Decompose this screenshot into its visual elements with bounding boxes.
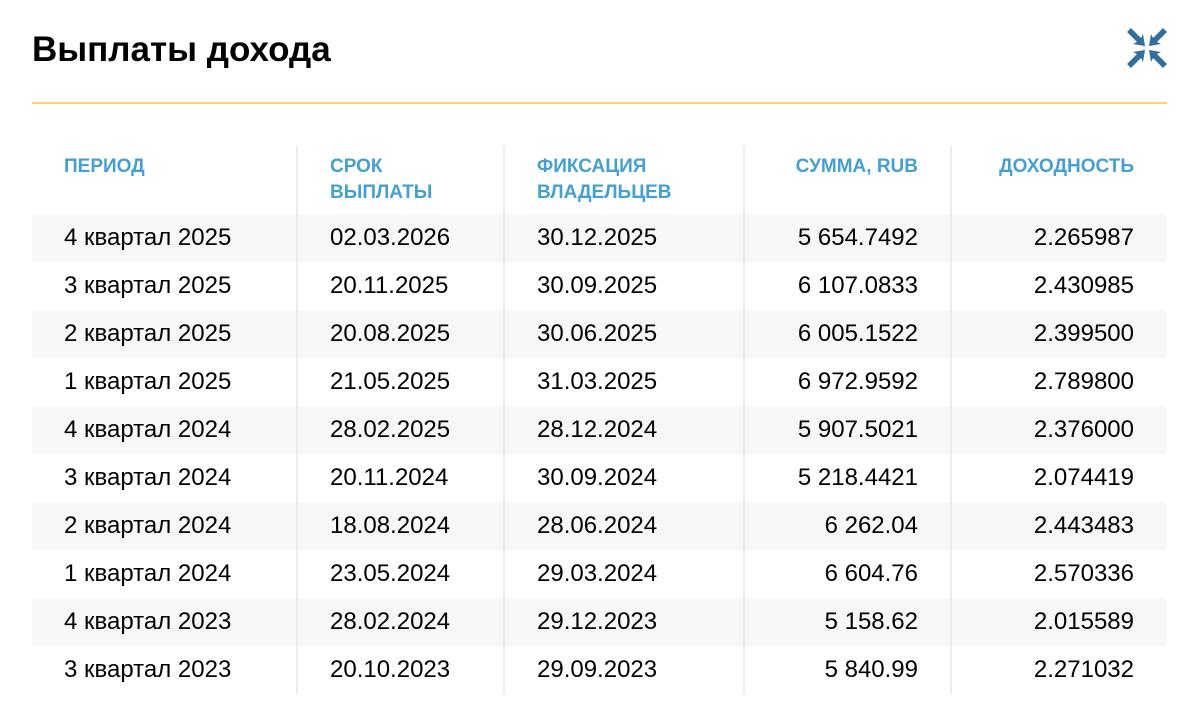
cell-amount: 6 604.76 — [744, 550, 952, 598]
table-row: 3 квартал 2025 20.11.2025 30.09.2025 6 107.… — [32, 262, 1166, 310]
payouts-table: ПЕРИОД СРОК ВЫПЛАТЫ ФИКСАЦИЯ ВЛАДЕЛЬЦЕВ … — [32, 146, 1166, 694]
table-row: 3 квартал 2024 20.11.2024 30.09.2024 5 218.… — [32, 454, 1166, 502]
cell-payment-date: 28.02.2024 — [297, 598, 505, 646]
table-row: 2 квартал 2024 18.08.2024 28.06.2024 6 262.… — [32, 502, 1166, 550]
cell-yield: 2.265987 — [951, 214, 1166, 262]
column-header-period[interactable]: ПЕРИОД — [32, 146, 298, 214]
cell-payment-date: 20.11.2024 — [297, 454, 505, 502]
page-title: Выплаты дохода — [32, 30, 331, 69]
cell-yield: 2.376000 — [951, 406, 1166, 454]
column-header-record-date[interactable]: ФИКСАЦИЯ ВЛАДЕЛЬЦЕВ — [504, 146, 745, 214]
cell-amount: 6 262.04 — [744, 502, 952, 550]
column-header-amount[interactable]: СУММА, RUB — [744, 146, 952, 214]
cell-period: 1 квартал 2025 — [32, 358, 298, 406]
cell-record-date: 28.12.2024 — [504, 406, 745, 454]
cell-yield: 2.430985 — [1033, 272, 1134, 299]
cell-record-date: 29.09.2023 — [504, 646, 745, 694]
cell-yield: 2.074419 — [1033, 464, 1134, 491]
table-row: 1 квартал 2024 23.05.2024 29.03.2024 6 604.… — [32, 550, 1166, 598]
cell-amount: 5 840.99 — [744, 646, 952, 694]
cell-record-date: 29.03.2024 — [504, 550, 745, 598]
cell-period: 3 квартал 2023 — [32, 646, 298, 694]
table-row: 1 квартал 2025 21.05.2025 31.03.2025 6 972.… — [32, 358, 1166, 406]
table-row: 2 квартал 2025 20.08.2025 30.06.2025 6 005.… — [32, 310, 1166, 358]
cell-record-date: 31.03.2025 — [504, 358, 745, 406]
table-row: 3 квартал 2023 20.10.2023 29.09.2023 5 840.… — [32, 646, 1166, 694]
cell-amount: 6 005.1522 — [744, 310, 952, 358]
cell-period: 3 квартал 2025 — [32, 262, 298, 310]
cell-amount: 6 107.0833 — [744, 262, 952, 310]
cell-record-date: 30.06.2025 — [504, 310, 745, 358]
cell-period: 4 квартал 2025 — [32, 214, 298, 262]
title-divider — [32, 102, 1167, 104]
cell-amount: 5 158.62 — [744, 598, 952, 646]
cell-yield: 2.443483 — [951, 502, 1166, 550]
cell-record-date: 30.09.2025 — [504, 262, 745, 310]
cell-payment-date: 28.02.2025 — [297, 406, 505, 454]
column-header-payment-date[interactable]: СРОК ВЫПЛАТЫ — [297, 146, 505, 214]
cell-amount: 5 218.4421 — [744, 454, 952, 502]
cell-period: 2 квартал 2025 — [32, 310, 298, 358]
cell-payment-date: 21.05.2025 — [297, 358, 505, 406]
cell-amount: 5 654.7492 — [744, 214, 952, 262]
table-header: ПЕРИОД СРОК ВЫПЛАТЫ ФИКСАЦИЯ ВЛАДЕЛЬЦЕВ … — [32, 146, 1166, 214]
table-row: 4 квартал 2024 28.02.2025 28.12.2024 5 907.… — [32, 406, 1166, 454]
cell-period: 3 квартал 2024 — [32, 454, 298, 502]
cell-yield: 2.789800 — [1033, 368, 1134, 395]
cell-payment-date: 20.10.2023 — [297, 646, 505, 694]
cell-record-date: 29.12.2023 — [504, 598, 745, 646]
cell-amount: 6 972.9592 — [744, 358, 952, 406]
cell-period: 1 квартал 2024 — [32, 550, 298, 598]
cell-period: 2 квартал 2024 — [32, 502, 298, 550]
cell-period: 4 квартал 2023 — [32, 598, 298, 646]
cell-payment-date: 23.05.2024 — [297, 550, 505, 598]
cell-record-date: 28.06.2024 — [504, 502, 745, 550]
cell-amount: 5 907.5021 — [744, 406, 952, 454]
column-header-yield[interactable]: ДОХОДНОСТЬ — [999, 156, 1134, 177]
table-row: 4 квартал 2025 02.03.2026 30.12.2025 5 654.… — [32, 214, 1166, 262]
cell-record-date: 30.09.2024 — [504, 454, 745, 502]
cell-period: 4 квартал 2024 — [32, 406, 298, 454]
cell-yield: 2.570336 — [1033, 560, 1134, 587]
cell-payment-date: 02.03.2026 — [297, 214, 505, 262]
cell-payment-date: 20.11.2025 — [297, 262, 505, 310]
cell-record-date: 30.12.2025 — [504, 214, 745, 262]
cell-yield: 2.399500 — [951, 310, 1166, 358]
cell-payment-date: 20.08.2025 — [297, 310, 505, 358]
cell-yield: 2.271032 — [1033, 656, 1134, 683]
table-row: 4 квартал 2023 28.02.2024 29.12.2023 5 158.… — [32, 598, 1166, 646]
cell-payment-date: 18.08.2024 — [297, 502, 505, 550]
cell-yield: 2.015589 — [951, 598, 1166, 646]
collapse-arrows-icon[interactable] — [1125, 26, 1169, 70]
